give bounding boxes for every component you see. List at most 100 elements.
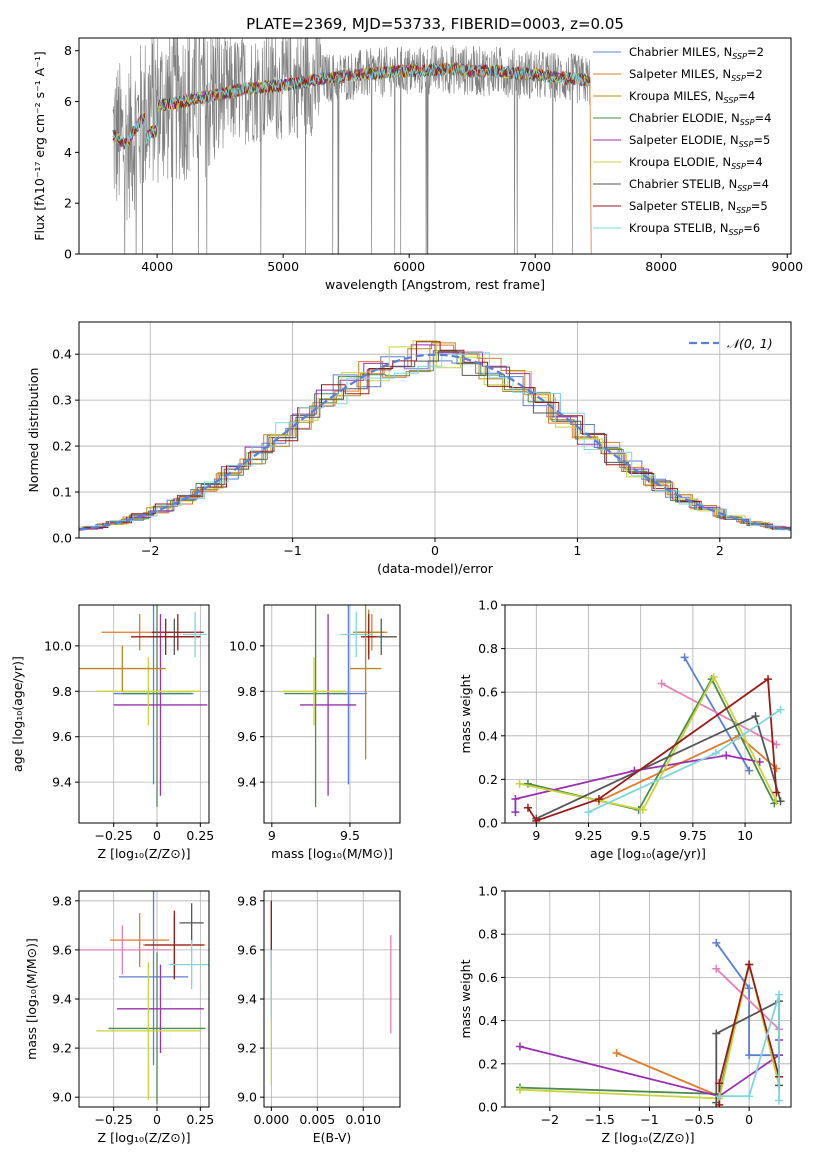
axes-frame — [263, 604, 401, 824]
y-tick-label: 0.2 — [52, 439, 72, 454]
data-point — [764, 675, 773, 684]
y-tick-label: 0.3 — [52, 393, 72, 408]
age-vs-Z-plot: −0.25 0 0.25 9.4 9.6 9.8 10.0 Z [log₁₀(Z/Z⊙)] ag… — [10, 604, 214, 861]
legend-entry: Kroupa STELIB, NSSP=6 — [629, 221, 760, 237]
x-tick-label: −0.25 — [95, 828, 133, 843]
y-tick-label: 0.0 — [478, 1100, 498, 1115]
y-tick-label: 1.0 — [478, 884, 498, 899]
data-point — [711, 749, 720, 758]
data-point — [775, 1096, 784, 1105]
y-tick-label: 9.4 — [237, 992, 257, 1007]
x-tick-label: 0 — [153, 1112, 161, 1127]
data-point — [523, 803, 532, 812]
x-tick-label: −2 — [541, 1112, 559, 1127]
data-point — [532, 816, 541, 823]
x-tick-label: 9.5 — [631, 828, 651, 843]
data-point — [776, 705, 785, 714]
data-point — [515, 1085, 524, 1094]
spectrum-plot: 4000 5000 6000 7000 8000 9000 0 2 4 6 8 wavelength … — [32, 37, 803, 292]
x-axis-label: wavelength [Angstrom, rest frame] — [325, 277, 545, 292]
histogram-step — [79, 342, 788, 529]
observed-spectrum — [112, 38, 591, 254]
data-point — [772, 788, 781, 797]
y-tick-label: 9.8 — [52, 893, 72, 908]
y-tick-label: 9.8 — [237, 684, 257, 699]
y-tick-label: 0.2 — [478, 1056, 498, 1071]
x-tick-label: −1.5 — [584, 1112, 614, 1127]
histogram-step — [85, 352, 791, 531]
data-point — [584, 808, 593, 817]
data-point — [751, 712, 760, 721]
data-point — [680, 653, 689, 662]
axes-frame — [78, 604, 210, 824]
data-point — [715, 1079, 724, 1088]
y-tick-label: 0.4 — [52, 347, 72, 362]
x-tick-label: −2 — [141, 543, 159, 558]
mass-weight-vs-Z-marks — [515, 938, 784, 1107]
data-point — [712, 964, 721, 973]
y-tick-label: 2 — [64, 196, 72, 211]
y-tick-label: 0.4 — [478, 1013, 498, 1028]
y-axis-label: mass weight — [458, 959, 473, 1038]
x-axis-label: mass [log₁₀(M/M⊙)] — [271, 846, 393, 861]
residuals-plot: −2 −1 0 1 2 0.0 0.1 0.2 0.3 0.4 (data-model)/error… — [26, 321, 792, 576]
x-axis-label: E(B-V) — [313, 1130, 352, 1145]
mass-vs-Z-plot: −0.25 0 0.25 9.0 9.2 9.4 9.6 9.8 Z [log₁₀(Z/Z⊙)]… — [24, 890, 214, 1145]
age-vs-Z-marks — [79, 605, 208, 808]
mass-weight-vs-age-marks — [511, 653, 785, 823]
mass-weight-line — [519, 674, 778, 811]
x-tick-label: 9.5 — [340, 828, 360, 843]
legend-entry: Salpeter STELIB, NSSP=5 — [629, 199, 768, 215]
y-tick-label: 9.6 — [52, 729, 72, 744]
y-axis-label: age [log₁₀(age/yr)] — [10, 656, 25, 772]
mass-weight-vs-Z-plot: −2 −1.5 −1 −0.5 0 0.0 0.2 0.4 0.6 0.8 1.0 Z [log₁₀(… — [458, 884, 792, 1145]
x-tick-label: 0.005 — [299, 1112, 335, 1127]
y-axis-label: Flux [fλ10⁻¹⁷ erg cm⁻² s⁻¹ A⁻¹] — [32, 51, 47, 240]
x-tick-label: −0.25 — [95, 1112, 133, 1127]
data-point — [612, 1049, 621, 1057]
x-tick-label: 2 — [716, 543, 724, 558]
x-tick-label: 0.000 — [253, 1112, 289, 1127]
mass-weight-line — [527, 677, 778, 822]
data-point — [712, 1029, 721, 1038]
histogram-step — [79, 344, 786, 530]
data-point — [511, 808, 520, 817]
x-tick-label: 5000 — [267, 259, 299, 274]
x-tick-label: 0 — [153, 828, 161, 843]
y-tick-label: 9.2 — [237, 1041, 257, 1056]
y-tick-label: 6 — [64, 94, 72, 109]
model-line — [112, 62, 591, 149]
legend-entry: 𝒩(0, 1) — [727, 336, 773, 351]
axes-frame — [504, 890, 792, 1108]
y-tick-label: 0 — [64, 247, 72, 262]
x-tick-label: 0.25 — [186, 828, 214, 843]
y-tick-label: 9.0 — [52, 1090, 72, 1105]
x-tick-label: −0.5 — [684, 1112, 714, 1127]
mass-weight-vs-age-plot: 9 9.25 9.5 9.75 10 0.0 0.2 0.4 0.6 0.8 1.0 age [log… — [458, 598, 792, 861]
x-tick-label: 0.010 — [345, 1112, 381, 1127]
axes-frame — [504, 604, 792, 824]
histogram-step — [79, 344, 791, 530]
y-tick-label: 0.1 — [52, 485, 72, 500]
y-tick-label: 0.6 — [478, 685, 498, 700]
y-tick-label: 0.0 — [52, 531, 72, 546]
y-tick-label: 9.4 — [52, 775, 72, 790]
x-tick-label: 0.25 — [186, 1112, 214, 1127]
y-tick-label: 0.8 — [478, 641, 498, 656]
legend-entry: Kroupa ELODIE, NSSP=4 — [629, 155, 763, 171]
y-tick-label: 8 — [64, 43, 72, 58]
x-tick-label: 9 — [268, 828, 276, 843]
figure-title: PLATE=2369, MJD=53733, FIBERID=0003, z=0… — [246, 15, 624, 33]
x-tick-label: 1 — [573, 543, 581, 558]
data-point — [745, 960, 754, 969]
y-tick-label: 10.0 — [44, 638, 72, 653]
y-tick-label: 0.8 — [478, 927, 498, 942]
legend-entry: Kroupa MILES, NSSP=4 — [629, 89, 755, 105]
y-tick-label: 9.6 — [237, 942, 257, 957]
y-tick-label: 9.4 — [237, 775, 257, 790]
data-point — [776, 797, 785, 806]
y-tick-label: 9.0 — [237, 1090, 257, 1105]
y-axis-label: mass weight — [458, 674, 473, 753]
legend-entry: Chabrier STELIB, NSSP=4 — [629, 177, 769, 193]
